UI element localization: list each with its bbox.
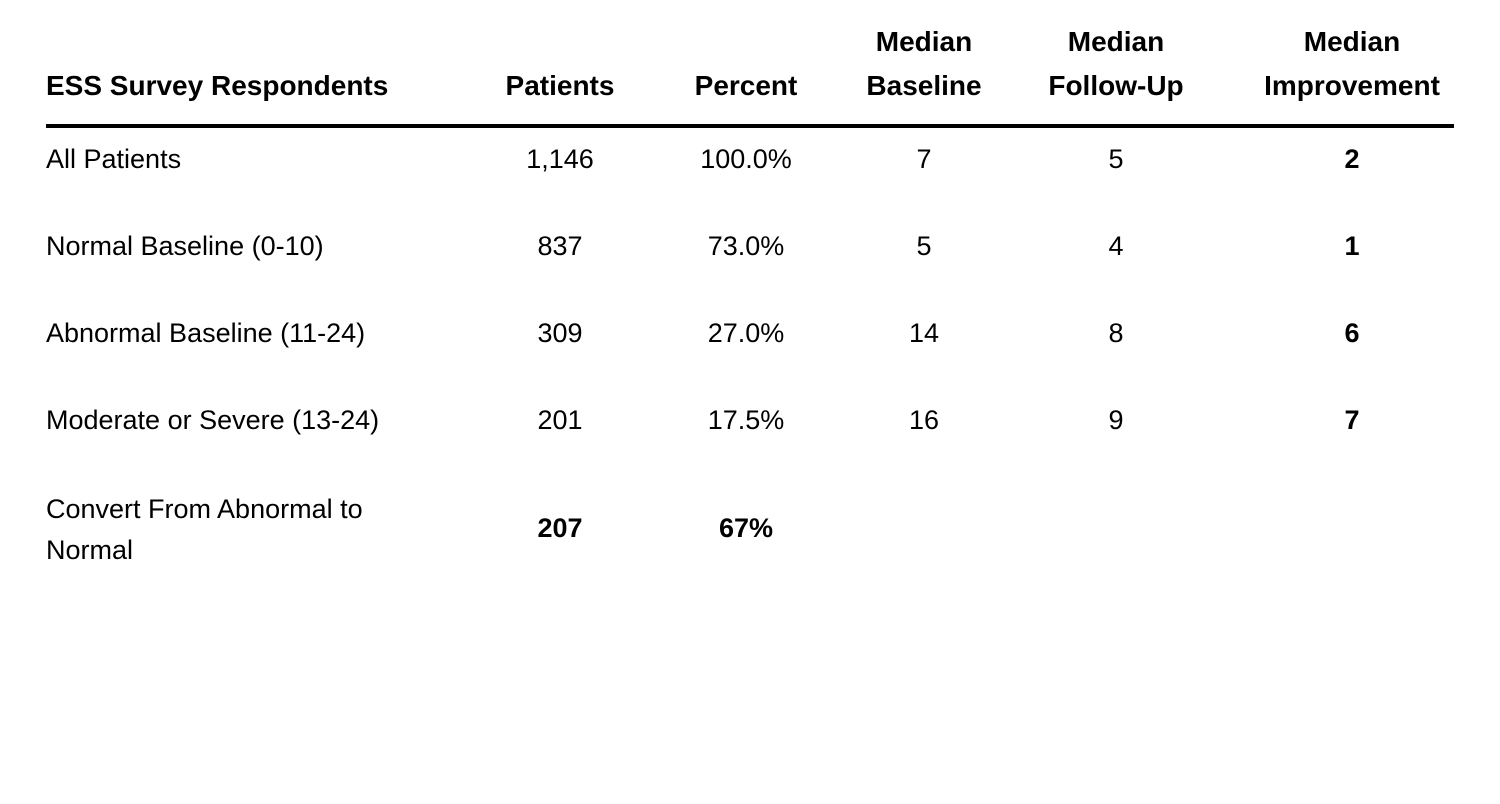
followup-cell: 4 — [1108, 231, 1124, 261]
row-label: Abnormal Baseline (11-24) — [46, 318, 366, 348]
improvement-cell: 7 — [1344, 405, 1360, 435]
table-row: Normal Baseline (0-10) 837 73.0% 5 4 1 — [46, 215, 1454, 302]
baseline-cell: 16 — [908, 405, 940, 435]
percent-cell: 100.0% — [700, 144, 792, 174]
table-row: All Patients 1,146 100.0% 7 5 2 — [46, 128, 1454, 215]
followup-cell: 9 — [1108, 405, 1124, 435]
row-label: Convert From Abnormal to Normal — [46, 494, 363, 565]
improvement-cell: 1 — [1344, 231, 1360, 261]
table-row: Convert From Abnormal to Normal 207 67% — [46, 476, 1454, 572]
row-label: Normal Baseline (0-10) — [46, 231, 324, 261]
baseline-cell: 7 — [916, 144, 932, 174]
header-median-improvement: Median Improvement — [1264, 26, 1440, 101]
patients-cell: 1,146 — [526, 144, 594, 174]
ess-results-table: ESS Survey Respondents Patients Percent … — [46, 26, 1454, 572]
improvement-cell: 6 — [1344, 318, 1360, 348]
improvement-cell: 2 — [1344, 144, 1360, 174]
header-percent: Percent — [694, 70, 798, 101]
table-row: Abnormal Baseline (11-24) 309 27.0% 14 8… — [46, 302, 1454, 389]
patients-cell: 837 — [537, 231, 583, 261]
percent-cell: 67% — [718, 513, 774, 543]
header-median-baseline: Median Baseline — [866, 26, 982, 101]
patients-cell: 309 — [537, 318, 583, 348]
row-label: Moderate or Severe (13-24) — [46, 405, 380, 435]
followup-cell: 8 — [1108, 318, 1124, 348]
row-label: All Patients — [46, 144, 182, 174]
percent-cell: 73.0% — [707, 231, 785, 261]
patients-cell: 201 — [537, 405, 583, 435]
header-respondents: ESS Survey Respondents — [46, 70, 389, 101]
percent-cell: 17.5% — [707, 405, 785, 435]
table-row: Moderate or Severe (13-24) 201 17.5% 16 … — [46, 389, 1454, 476]
header-median-follow-up: Median Follow-Up — [1048, 26, 1184, 101]
patients-cell: 207 — [537, 513, 583, 543]
followup-cell: 5 — [1108, 144, 1124, 174]
baseline-cell: 5 — [916, 231, 932, 261]
baseline-cell: 14 — [908, 318, 940, 348]
percent-cell: 27.0% — [707, 318, 785, 348]
table-header: ESS Survey Respondents Patients Percent … — [46, 26, 1454, 128]
header-patients: Patients — [505, 70, 615, 101]
